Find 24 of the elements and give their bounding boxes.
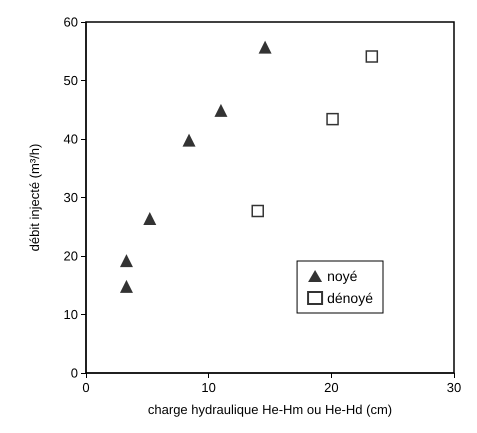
legend-label: noyé <box>327 268 358 284</box>
y-axis-title: débit injecté (m³/h) <box>27 144 42 252</box>
point <box>214 104 228 117</box>
x-axis-title: charge hydraulique He-Hm ou He-Hd (cm) <box>148 402 392 417</box>
y-tick-label: 40 <box>64 132 78 146</box>
point <box>120 254 133 268</box>
y-tick-label: 0 <box>70 366 78 380</box>
x-tick-label: 10 <box>201 380 216 395</box>
legend-label: dénoyé <box>327 290 374 306</box>
y-tick-label: 20 <box>64 248 78 264</box>
x-tick-label: 0 <box>82 380 90 395</box>
y-tick-label: 50 <box>64 73 78 88</box>
point <box>182 134 196 147</box>
point <box>366 50 378 63</box>
y-tick-label: 30 <box>64 190 78 205</box>
y-tick-label: 10 <box>64 307 78 322</box>
point <box>251 204 264 218</box>
point <box>326 112 339 126</box>
point <box>143 212 156 226</box>
point <box>120 280 133 293</box>
x-tick-label: 20 <box>324 380 339 395</box>
x-tick-label: 30 <box>446 380 462 395</box>
y-tick-label: 60 <box>64 14 78 30</box>
point <box>258 40 272 54</box>
